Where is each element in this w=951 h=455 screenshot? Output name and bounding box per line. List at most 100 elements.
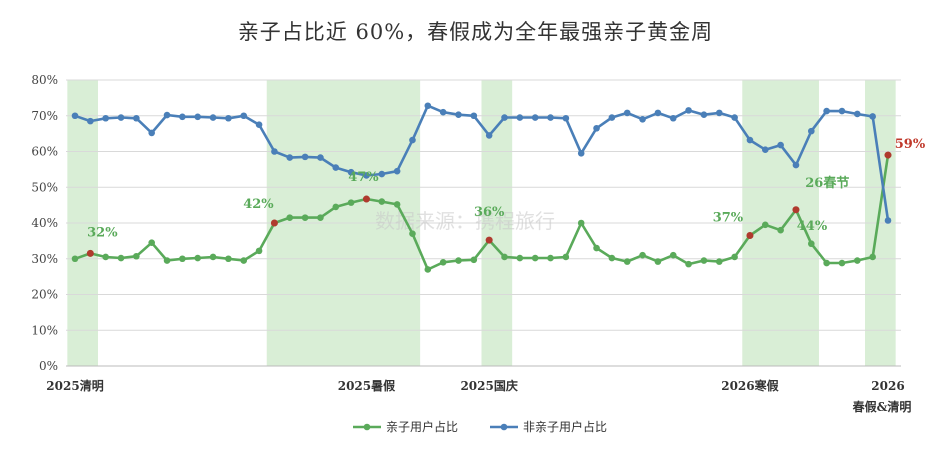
data-point (393, 167, 401, 175)
data-point (209, 114, 217, 121)
data-point (194, 254, 202, 262)
annotation-label: 26春节 (805, 175, 849, 191)
data-point (240, 257, 248, 264)
data-label: 59% (895, 137, 926, 152)
data-point (225, 255, 232, 263)
data-point (808, 127, 815, 135)
data-point (715, 109, 723, 117)
data-point (823, 259, 830, 267)
data-point (869, 113, 876, 120)
x-tick-label: 春假&清明 (852, 399, 912, 414)
data-point (808, 240, 815, 248)
data-point (179, 113, 186, 121)
data-point (746, 136, 754, 144)
data-point (102, 114, 109, 122)
data-point (700, 257, 708, 264)
data-point (884, 217, 892, 224)
x-tick-label: 2025国庆 (460, 378, 517, 393)
data-point (117, 114, 125, 121)
x-tick-label: 2025暑假 (338, 378, 396, 393)
data-point (393, 201, 401, 208)
highlight-point (792, 206, 800, 214)
y-tick-label: 60% (31, 145, 58, 159)
data-point (531, 114, 539, 121)
data-point (148, 129, 155, 137)
data-point (240, 112, 248, 120)
legend-marker (363, 423, 371, 431)
y-tick-label: 70% (31, 109, 58, 123)
data-point (854, 110, 861, 118)
chart-title: 亲子占比近 60%，春假成为全年最强亲子黄金周 (237, 20, 714, 44)
data-point (148, 239, 155, 246)
legend-label: 非亲子用户占比 (523, 419, 607, 434)
data-point (639, 251, 646, 259)
data-point (163, 111, 171, 119)
data-point (332, 164, 340, 171)
data-point (301, 153, 309, 161)
highlight-point (884, 151, 892, 159)
data-point (485, 132, 493, 139)
data-point (761, 221, 769, 229)
data-label: 44% (797, 219, 828, 234)
data-point (562, 253, 570, 261)
data-point (117, 254, 125, 262)
y-tick-label: 0% (39, 359, 58, 373)
data-point (255, 121, 263, 128)
data-point (332, 203, 340, 211)
data-point (639, 116, 646, 123)
data-point (623, 109, 631, 117)
y-tick-label: 80% (31, 73, 58, 87)
data-point (838, 259, 846, 267)
data-point (163, 257, 171, 264)
y-tick-label: 40% (31, 216, 58, 230)
data-point (700, 111, 708, 118)
data-point (424, 102, 432, 110)
data-point (547, 114, 554, 121)
data-point (470, 112, 478, 120)
data-point (455, 257, 462, 264)
data-point (179, 255, 186, 263)
data-point (608, 254, 616, 262)
data-point (286, 214, 294, 221)
data-point (501, 253, 508, 261)
data-point (409, 136, 416, 144)
x-axis-ticks: 2025清明 2025暑假 2025国庆 2026寒假 2026 春假&清明 (46, 378, 911, 414)
data-point (87, 117, 94, 125)
data-point (669, 251, 677, 259)
data-point (777, 141, 784, 149)
data-point (547, 254, 554, 262)
data-label: 42% (243, 197, 274, 212)
data-label: 37% (713, 211, 744, 226)
data-point (455, 111, 462, 118)
highlight-point (746, 232, 754, 240)
data-point (194, 113, 202, 121)
data-point (409, 230, 416, 238)
data-point (777, 226, 784, 234)
highlight-point (86, 249, 94, 257)
legend-marker (500, 423, 508, 431)
data-point (869, 253, 876, 261)
data-point (654, 258, 662, 265)
y-tick-label: 50% (31, 180, 58, 194)
highlight-point (485, 236, 493, 244)
data-point (593, 244, 600, 252)
data-point (317, 154, 324, 161)
data-point (439, 259, 447, 266)
data-point (608, 114, 616, 121)
data-point (71, 112, 79, 120)
data-point (378, 198, 386, 205)
data-label: 36% (474, 205, 505, 220)
data-point (715, 258, 723, 265)
series-points (71, 102, 892, 273)
x-tick-label: 2026 (871, 379, 904, 393)
data-label: 47% (348, 170, 379, 185)
data-point (516, 254, 524, 262)
data-point (731, 253, 738, 261)
data-point (347, 199, 355, 206)
data-point (562, 114, 570, 122)
data-point (255, 247, 263, 255)
x-tick-label: 2025清明 (46, 378, 103, 393)
y-axis-ticks: 0% 10% 20% 30% 40% 50% 60% 70% 80% (31, 73, 58, 373)
data-point (271, 148, 278, 155)
